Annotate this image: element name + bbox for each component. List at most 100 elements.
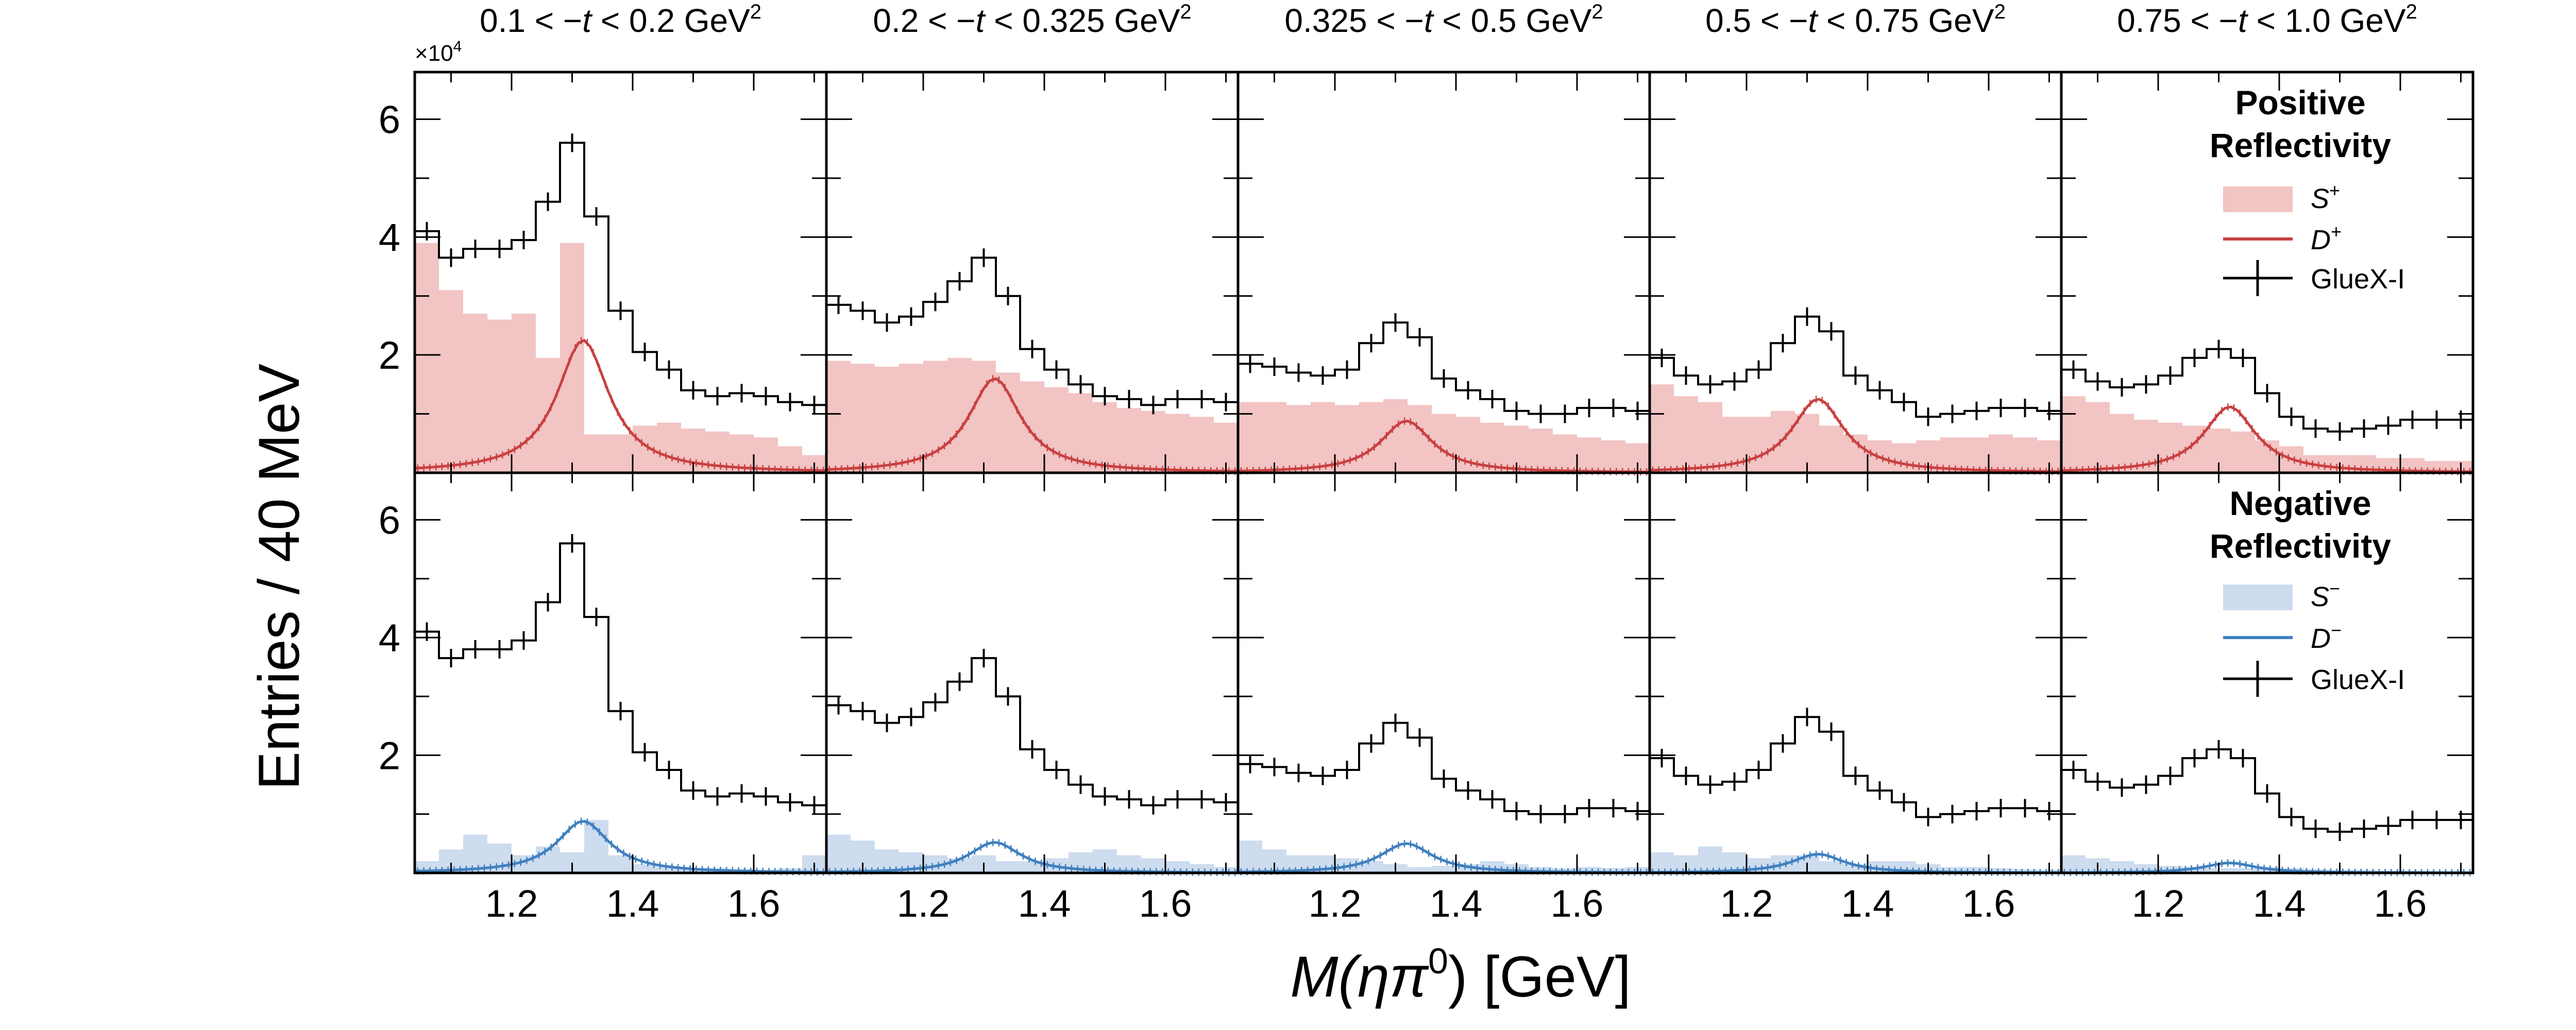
s-wave-bar	[2158, 422, 2182, 473]
legend-positive-s-sup: +	[2329, 180, 2340, 201]
x-axis-label-eta: η	[1358, 945, 1389, 1009]
legend-negative-s-swatch	[2223, 585, 2293, 610]
s-wave-bar	[1698, 846, 1722, 873]
s-wave-bar	[584, 434, 608, 473]
s-wave-bar	[1238, 840, 1262, 873]
s-wave-bar	[608, 434, 633, 473]
t-bin-title-2: 0.2 < −t < 0.325 GeV2	[873, 1, 1191, 39]
y-axis-label: Entries / 40 MeV	[247, 364, 311, 790]
s-wave-bar	[1262, 402, 1286, 473]
s-wave-bar	[947, 357, 972, 473]
panel-positive-1: 2 4 6	[379, 71, 828, 474]
legend-negative: Negative Reflectivity S− D− GlueX-I	[2210, 484, 2405, 697]
y-multiplier-exp: 4	[453, 38, 462, 55]
panel-positive-3	[1236, 71, 1651, 476]
legend-positive-title-line2: Reflectivity	[2210, 126, 2391, 164]
x-tick-label: 1.2	[485, 882, 538, 925]
s-wave-bar	[2086, 402, 2110, 473]
panel-positive-2	[825, 71, 1240, 475]
y-tick-label: 6	[379, 98, 400, 142]
x-axis-label: M(ηπ0) [GeV]	[1290, 941, 1631, 1009]
y-multiplier: ×104	[415, 38, 462, 66]
s-wave-bar	[1359, 402, 1383, 473]
legend-positive-s-swatch	[2223, 186, 2293, 212]
s-wave-bar	[947, 858, 972, 873]
data-histogram	[2061, 748, 2473, 833]
x-tick-label: 1.2	[1720, 882, 1773, 925]
y-tick-label: 4	[379, 616, 400, 660]
x-tick-label: 1.4	[1841, 882, 1894, 925]
s-wave-bar	[1601, 440, 1625, 473]
x-tick-label: 1.4	[2253, 882, 2306, 925]
x-tick-label: 1.6	[727, 882, 781, 925]
s-wave-bar	[1698, 402, 1722, 473]
s-wave-bar	[1674, 396, 1698, 473]
s-wave-bar	[1529, 428, 1553, 473]
t-bin-title-5: 0.75 < −t < 1.0 GeV2	[2117, 1, 2417, 39]
legend-negative-d-label: D−	[2311, 620, 2342, 654]
legend-positive-d-text: D	[2311, 225, 2331, 255]
s-wave-bar	[1964, 437, 1989, 473]
s-wave-bar	[1892, 443, 1916, 473]
legend-negative-d-text: D	[2311, 623, 2331, 654]
s-wave-bar	[1165, 414, 1190, 473]
legend-negative-s-text: S	[2311, 581, 2329, 612]
d-wave-curve	[414, 338, 827, 472]
t-bin-title-part: 2	[1180, 1, 1191, 23]
x-tick-label: 1.2	[1309, 882, 1362, 925]
d-wave-curve	[826, 377, 1239, 473]
s-wave-bar	[1819, 861, 1843, 873]
panel-frame	[825, 471, 1240, 874]
panel-grid: 2 4 6 2 4 6 1.2 1.4 1.6 1.2 1.4 1.6 1.2 1.4 1.6 1.2 1.4 1…	[379, 71, 2475, 925]
s-wave-bar	[657, 867, 681, 873]
data-histogram	[415, 142, 826, 406]
t-bin-title-part: < 0.75 GeV	[1817, 2, 1994, 39]
t-bin-title-part: 0.325 < −	[1284, 2, 1423, 39]
t-bin-title-part: 0.5 < −	[1705, 2, 1808, 39]
s-wave-bar	[1190, 417, 1214, 473]
x-tick-label: 1.6	[1962, 882, 2015, 925]
t-bin-title-part: < 0.325 GeV	[985, 2, 1180, 39]
s-wave-bar	[1989, 434, 2013, 473]
s-wave-bar	[2110, 414, 2134, 473]
s-wave-bar	[1940, 867, 1964, 873]
legend-negative-s-sup: −	[2329, 578, 2340, 599]
x-tick-label: 1.4	[606, 882, 659, 925]
panel-negative-1: 2 4 6	[379, 471, 828, 876]
y-tick-label: 2	[379, 734, 400, 778]
s-wave-bar	[1747, 417, 1771, 473]
s-wave-bar	[657, 422, 681, 473]
s-wave-bar	[2231, 431, 2255, 473]
s-wave-bar	[1141, 410, 1165, 473]
legend-negative-data-label: GlueX-I	[2311, 664, 2405, 695]
panel-frame	[2060, 471, 2475, 874]
t-bin-title-part: t	[976, 2, 986, 39]
s-wave-bar	[633, 864, 657, 873]
s-wave-bar	[1044, 387, 1069, 473]
data-histogram	[826, 657, 1238, 806]
s-wave-bar	[1940, 437, 1964, 473]
legend-positive-d-sup: +	[2331, 221, 2342, 242]
s-wave-bar	[1408, 405, 1432, 473]
t-bin-title-part: 2	[2406, 1, 2417, 23]
legend-negative-title-line1: Negative	[2229, 484, 2371, 522]
panel-negative-3	[1236, 471, 1651, 877]
s-wave-bar	[1238, 402, 1262, 473]
t-bin-title-part: < 1.0 GeV	[2247, 2, 2406, 39]
s-wave-bar	[826, 834, 851, 873]
s-wave-bar	[875, 367, 899, 473]
s-wave-bar	[487, 319, 512, 473]
s-wave-bar	[2110, 861, 2134, 873]
s-wave-bar	[899, 364, 923, 473]
x-tick-label: 1.4	[1430, 882, 1483, 925]
s-wave-bar	[1165, 861, 1190, 873]
t-bin-title-part: t	[1808, 2, 1818, 39]
s-wave-bar	[608, 855, 633, 873]
t-bin-title-part: 2	[750, 1, 761, 23]
s-wave-bar	[2182, 867, 2207, 873]
s-wave-bar	[415, 243, 439, 473]
x-axis-label-pi: π	[1389, 945, 1429, 1009]
s-wave-bar	[996, 372, 1020, 473]
s-wave-bar	[1286, 405, 1311, 473]
x-tick-label: 1.6	[1139, 882, 1192, 925]
